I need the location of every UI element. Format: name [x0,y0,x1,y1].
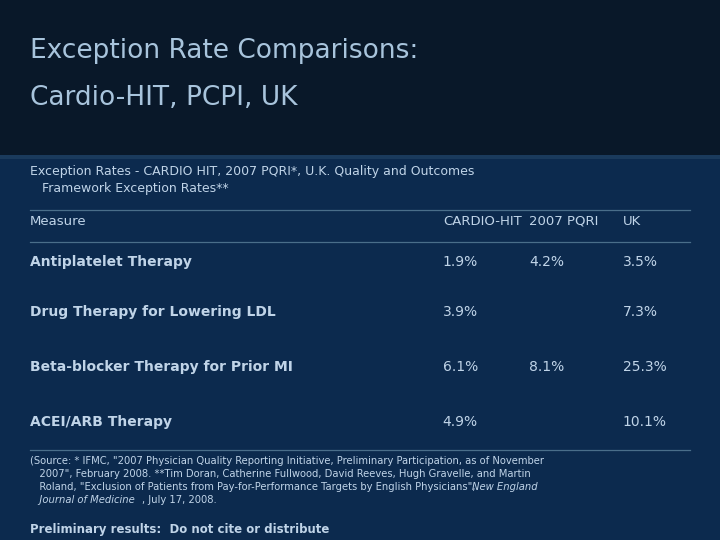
Text: 2007", February 2008. **Tim Doran, Catherine Fullwood, David Reeves, Hugh Gravel: 2007", February 2008. **Tim Doran, Cathe… [30,469,531,479]
Text: 8.1%: 8.1% [529,360,564,374]
Text: Drug Therapy for Lowering LDL: Drug Therapy for Lowering LDL [30,305,276,319]
Text: Framework Exception Rates**: Framework Exception Rates** [30,182,229,195]
Bar [0,155,720,159]
Text: 3.9%: 3.9% [443,305,478,319]
Text: Exception Rates - CARDIO HIT, 2007 PQRI*, U.K. Quality and Outcomes: Exception Rates - CARDIO HIT, 2007 PQRI*… [30,165,474,178]
Text: Exception Rate Comparisons:: Exception Rate Comparisons: [30,38,418,64]
Bar [0,159,720,540]
Text: 4.9%: 4.9% [443,415,478,429]
Text: 25.3%: 25.3% [623,360,667,374]
Text: ACEI/ARB Therapy: ACEI/ARB Therapy [30,415,172,429]
Text: New England: New England [472,482,538,492]
Text: 4.2%: 4.2% [529,255,564,269]
Text: Measure: Measure [30,215,87,228]
Text: Journal of Medicine: Journal of Medicine [30,495,135,505]
Text: Roland, "Exclusion of Patients from Pay-for-Performance Targets by English Physi: Roland, "Exclusion of Patients from Pay-… [30,482,479,492]
Text: 1.9%: 1.9% [443,255,478,269]
Text: 3.5%: 3.5% [623,255,658,269]
Text: (Source: * IFMC, "2007 Physician Quality Reporting Initiative, Preliminary Parti: (Source: * IFMC, "2007 Physician Quality… [30,456,544,466]
Text: , July 17, 2008.: , July 17, 2008. [142,495,217,505]
Text: CARDIO-HIT: CARDIO-HIT [443,215,521,228]
Text: 10.1%: 10.1% [623,415,667,429]
Text: Beta-blocker Therapy for Prior MI: Beta-blocker Therapy for Prior MI [30,360,293,374]
Text: 7.3%: 7.3% [623,305,658,319]
Text: Cardio-HIT, PCPI, UK: Cardio-HIT, PCPI, UK [30,85,297,111]
Text: UK: UK [623,215,641,228]
Text: 2007 PQRI: 2007 PQRI [529,215,598,228]
Bar [0,0,720,155]
Text: 6.1%: 6.1% [443,360,478,374]
Text: Antiplatelet Therapy: Antiplatelet Therapy [30,255,192,269]
Text: Preliminary results:  Do not cite or distribute: Preliminary results: Do not cite or dist… [30,523,329,536]
